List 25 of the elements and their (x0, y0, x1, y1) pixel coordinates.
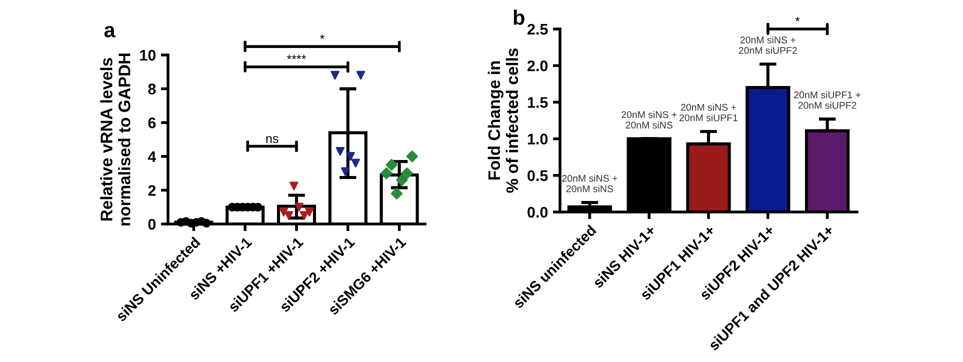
y-tick-label: 2.0 (527, 60, 548, 72)
annotation: 20nM siNS + 20nM siUPF1 (680, 104, 738, 122)
annotation: 20nM siNS + 20nM siUPF2 (738, 36, 797, 54)
y-axis-title: Relative vRNA levels normalised to GAPDH (100, 54, 130, 226)
chart-title: a (104, 26, 116, 38)
y-axis-title: Fold Change in % of infected cells (488, 48, 518, 193)
y-tick-label: 1.0 (528, 134, 548, 144)
y-tick-label: 10 (140, 50, 156, 61)
annotation: ns (266, 136, 278, 143)
chart-title: b (514, 10, 524, 25)
y-tick-label: 1.5 (528, 97, 548, 108)
text: * (795, 16, 800, 22)
annotation: 20nM siNS + 20nM siNS (622, 110, 677, 129)
y-tick-label: 0.5 (528, 170, 548, 182)
annotation: 20nM siUPF1 + 20nM siUPF2 (794, 91, 860, 109)
y-tick-label: 2.5 (527, 24, 548, 35)
annotation: 20nM siNS + 20nM siNS (562, 174, 618, 192)
y-tick-label: 6 (148, 117, 156, 128)
y-tick-label: 0 (148, 218, 156, 230)
text: * (320, 34, 324, 39)
y-tick-label: 8 (148, 84, 156, 94)
annotation: **** (286, 54, 306, 60)
y-tick-label: 4 (148, 151, 156, 162)
y-tick-label: 2 (148, 185, 156, 196)
y-tick-label: 0.0 (528, 206, 548, 218)
